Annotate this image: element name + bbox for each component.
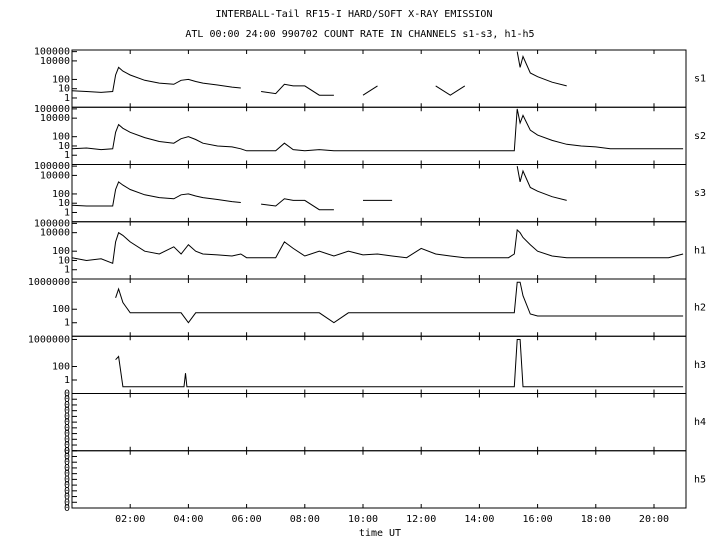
- x-tick-label: 04:00: [173, 514, 203, 525]
- x-tick-label: 20:00: [639, 514, 669, 525]
- y-tick-label: 10: [58, 198, 70, 209]
- y-tick-label: 100000: [34, 218, 70, 229]
- y-tick-label: 0: [64, 417, 70, 428]
- panel-label: h1: [694, 245, 706, 256]
- y-tick-label: 0: [64, 411, 70, 422]
- y-tick-label: 0: [64, 463, 70, 474]
- panel-frame: [71, 49, 687, 108]
- y-tick-label: 100: [52, 304, 70, 315]
- y-tick-label: 0: [64, 400, 70, 411]
- y-tick-label: 1: [64, 375, 70, 386]
- y-tick-label: 1: [64, 207, 70, 218]
- chart-title: INTERBALL-Tail RF15-I HARD/SOFT X-RAY EM…: [216, 9, 493, 20]
- y-tick-label: 10: [58, 141, 70, 152]
- panel-frame: [71, 221, 687, 280]
- data-line: [115, 281, 684, 324]
- x-tick-label: 08:00: [290, 514, 320, 525]
- y-tick-label: 1: [64, 318, 70, 329]
- y-tick-label: 0: [64, 497, 70, 508]
- y-tick-label: 0: [64, 429, 70, 440]
- panel-label: h3: [694, 360, 706, 371]
- y-tick-label: 100: [52, 74, 70, 85]
- x-tick-label: 10:00: [348, 514, 378, 525]
- y-tick-label: 10000: [40, 113, 70, 124]
- y-tick-label: 1: [64, 265, 70, 276]
- panel-label: s2: [694, 131, 706, 142]
- y-tick-label: 1: [64, 150, 70, 161]
- y-tick-label: 0: [64, 486, 70, 497]
- panel-label: h4: [694, 417, 706, 428]
- y-tick-label: 0: [64, 446, 70, 457]
- y-tick-label: 10: [58, 255, 70, 266]
- x-tick-label: 14:00: [464, 514, 494, 525]
- y-tick-label: 100: [52, 189, 70, 200]
- x-axis-label: time UT: [359, 528, 401, 539]
- y-tick-label: 0: [64, 480, 70, 491]
- data-line: [71, 108, 684, 152]
- y-tick-label: 0: [64, 492, 70, 503]
- panel-label: h5: [694, 474, 706, 485]
- panel-label: s3: [694, 188, 706, 199]
- y-tick-label: 0: [64, 406, 70, 417]
- y-tick-label: 0: [64, 451, 70, 462]
- data-line: [115, 339, 684, 388]
- x-tick-label: 02:00: [115, 514, 145, 525]
- panel-frame: [71, 106, 687, 165]
- panel-frame: [71, 164, 687, 223]
- x-tick-label: 16:00: [523, 514, 553, 525]
- y-tick-label: 0: [64, 434, 70, 445]
- panel-frame: [71, 335, 687, 394]
- y-tick-label: 100000: [34, 161, 70, 172]
- y-tick-label: 10000: [40, 56, 70, 67]
- data-line: [72, 166, 610, 210]
- y-tick-label: 1: [64, 93, 70, 104]
- data-line: [71, 228, 684, 264]
- y-tick-label: 0: [64, 394, 70, 405]
- y-tick-label: 0: [64, 423, 70, 434]
- y-tick-label: 100000: [34, 104, 70, 115]
- y-tick-label: 0: [64, 440, 70, 451]
- chart-subtitle: ATL 00:00 24:00 990702 COUNT RATE IN CHA…: [185, 29, 534, 40]
- x-tick-label: 06:00: [232, 514, 262, 525]
- y-tick-label: 100: [52, 361, 70, 372]
- y-tick-label: 1000000: [28, 277, 70, 288]
- panel-label: s1: [694, 74, 706, 85]
- panel-frame: [71, 393, 687, 452]
- panel-label: h2: [694, 303, 706, 314]
- y-tick-label: 0: [64, 389, 70, 400]
- y-tick-label: 10000: [40, 170, 70, 181]
- y-tick-label: 0: [64, 457, 70, 468]
- y-tick-label: 0: [64, 469, 70, 480]
- y-tick-label: 10: [58, 84, 70, 95]
- panel-frame: [71, 450, 687, 509]
- y-tick-label: 100000: [34, 47, 70, 58]
- data-line: [72, 52, 610, 96]
- y-tick-label: 10000: [40, 228, 70, 239]
- y-tick-label: 0: [64, 503, 70, 514]
- x-tick-label: 18:00: [581, 514, 611, 525]
- y-tick-label: 0: [64, 474, 70, 485]
- panel-frame: [71, 278, 687, 337]
- y-tick-label: 0: [64, 446, 70, 457]
- y-tick-label: 1000000: [28, 334, 70, 345]
- y-tick-label: 100: [52, 132, 70, 143]
- y-tick-label: 100: [52, 246, 70, 257]
- x-tick-label: 12:00: [406, 514, 436, 525]
